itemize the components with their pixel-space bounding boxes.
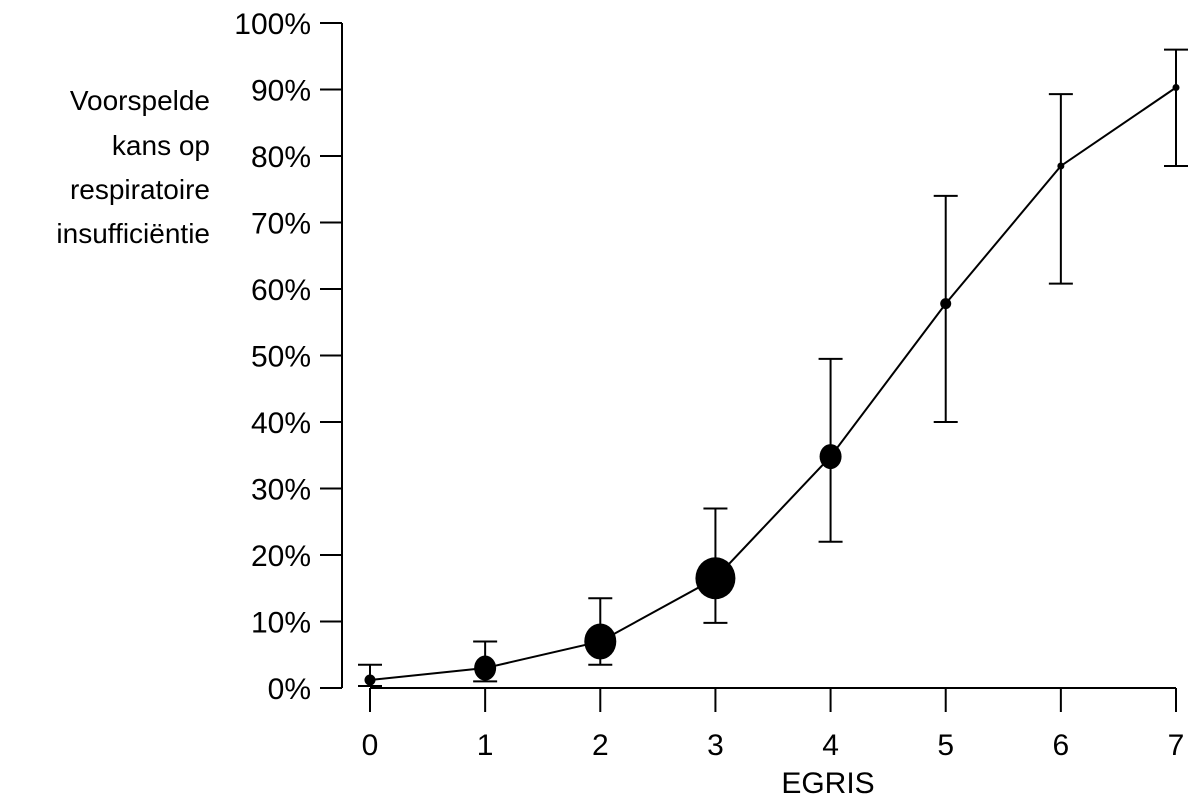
y-tick-label: 80%	[251, 141, 311, 174]
x-tick-label: 0	[362, 729, 379, 762]
data-point	[474, 655, 497, 681]
error-bars	[358, 48, 1188, 688]
data-point	[1172, 84, 1180, 92]
y-tick-label: 60%	[251, 274, 311, 307]
data-point	[584, 623, 617, 660]
data-point	[819, 444, 842, 470]
data-point	[364, 674, 376, 686]
x-tick-label: 5	[937, 729, 954, 762]
y-tick-label: 100%	[234, 8, 311, 41]
y-axis-ticks: 0% 10% 20% 30% 40% 50% 60% 70% 80% 90% 100%	[234, 8, 342, 706]
y-tick-label: 0%	[268, 673, 311, 706]
data-point	[940, 298, 952, 310]
y-axis-title: Voorspelde kans op respiratoire insuffic…	[56, 85, 210, 249]
x-axis-title: EGRIS	[781, 767, 874, 800]
x-tick-label: 4	[822, 729, 839, 762]
y-tick-label: 90%	[251, 75, 311, 108]
data-point	[695, 557, 736, 600]
y-tick-label: 40%	[251, 407, 311, 440]
x-tick-label: 2	[592, 729, 609, 762]
y-tick-label: 70%	[251, 208, 311, 241]
y-axis-title-line: respiratoire	[70, 174, 210, 205]
y-tick-label: 10%	[251, 607, 311, 640]
y-tick-label: 50%	[251, 341, 311, 374]
x-tick-label: 3	[707, 729, 724, 762]
y-tick-label: 20%	[251, 540, 311, 573]
series-line	[369, 86, 1177, 682]
y-axis-title-line: insufficiëntie	[56, 218, 210, 249]
x-tick-label: 1	[477, 729, 494, 762]
x-tick-label: 6	[1053, 729, 1070, 762]
y-axis-title-line: Voorspelde	[70, 85, 210, 116]
series-polyline	[369, 86, 1177, 682]
y-axis-title-line: kans op	[112, 130, 210, 161]
x-axis-ticks: 0 1 2 3 4 5 6 7	[362, 688, 1185, 762]
data-point	[1057, 162, 1065, 170]
y-tick-label: 30%	[251, 474, 311, 507]
data-points	[364, 84, 1180, 686]
x-tick-label: 7	[1168, 729, 1185, 762]
